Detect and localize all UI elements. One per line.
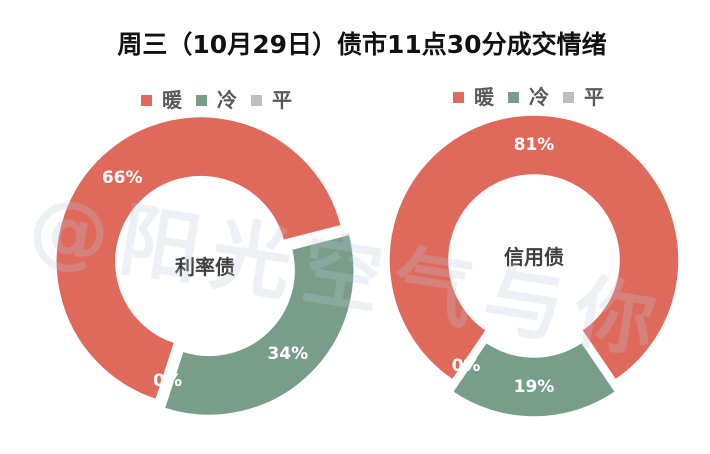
legend-item-warm: 暖 [141, 88, 182, 112]
data-label-rate-bonds-cold: 34% [267, 344, 308, 364]
legend-rate-bonds: 暖 冷 平 [141, 88, 306, 112]
legend-item-flat: 平 [251, 88, 292, 112]
data-label-credit-bonds-flat: 0% [452, 356, 481, 376]
legend-swatch-cold [196, 94, 207, 106]
legend-item-flat: 平 [563, 85, 604, 109]
center-label-credit-bonds: 信用债 [504, 245, 564, 269]
legend-label-warm: 暖 [162, 88, 182, 112]
data-label-credit-bonds-warm: 81% [514, 135, 555, 155]
donut-slice-rate-bonds-cold [163, 233, 355, 417]
legend-item-warm: 暖 [453, 85, 494, 109]
legend-item-cold: 冷 [196, 88, 237, 112]
legend-label-cold: 冷 [217, 88, 237, 112]
center-label-rate-bonds: 利率债 [175, 255, 235, 279]
legend-swatch-flat [563, 91, 574, 103]
legend-item-cold: 冷 [508, 85, 549, 109]
donut-slice-credit-bonds-cold [451, 341, 617, 418]
legend-label-cold: 冷 [529, 85, 549, 109]
donut-slice-credit-bonds-warm [388, 114, 680, 381]
donut-slice-rate-bonds-warm [55, 115, 343, 401]
donut-slices [55, 114, 680, 418]
legend-credit-bonds: 暖 冷 平 [453, 85, 618, 109]
chart-title: 周三（10月29日）债市11点30分成交情绪 [117, 30, 607, 59]
data-label-rate-bonds-flat: 0% [153, 371, 182, 391]
legend-swatch-flat [251, 94, 262, 106]
data-labels: 66% 34% 0% 81% 19% 0% [102, 135, 555, 397]
legend-swatch-warm [453, 91, 464, 103]
legend-label-flat: 平 [272, 88, 292, 112]
data-label-credit-bonds-cold: 19% [514, 377, 555, 397]
legend-label-flat: 平 [584, 85, 604, 109]
legend-label-warm: 暖 [474, 85, 494, 109]
legend-swatch-cold [508, 91, 519, 103]
data-label-rate-bonds-warm: 66% [102, 168, 143, 188]
legend-swatch-warm [141, 94, 152, 106]
